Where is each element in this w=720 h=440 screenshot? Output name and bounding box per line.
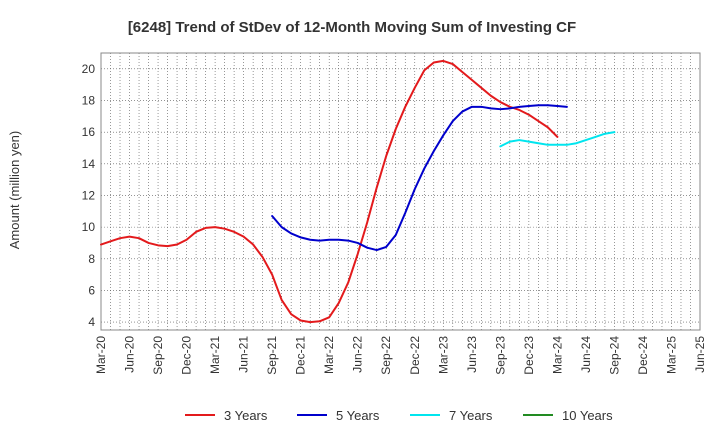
x-tick-label: Mar-21 <box>208 336 222 374</box>
x-tick-label: Mar-22 <box>322 336 336 374</box>
y-axis-label: Amount (million yen) <box>7 131 22 250</box>
x-tick-label: Jun-23 <box>465 336 479 373</box>
y-tick-label: 6 <box>88 283 95 297</box>
y-tick-label: 12 <box>82 188 96 202</box>
y-tick-label: 4 <box>88 315 95 329</box>
series-line-3-years <box>100 59 559 324</box>
y-tick-label: 8 <box>88 252 95 266</box>
series-line-5-years <box>271 104 568 252</box>
legend-label: 3 Years <box>224 408 268 423</box>
x-tick-label: Mar-25 <box>664 336 678 374</box>
plot-area <box>100 52 701 331</box>
x-tick-label: Dec-22 <box>408 336 422 375</box>
x-tick-label: Jun-25 <box>693 336 707 373</box>
x-tick-label: Dec-21 <box>294 336 308 375</box>
x-tick-label: Sep-21 <box>265 336 279 375</box>
x-tick-label: Dec-24 <box>636 336 650 375</box>
x-tick-label: Sep-23 <box>493 336 507 375</box>
x-tick-label: Mar-23 <box>436 336 450 374</box>
y-tick-label: 10 <box>82 220 96 234</box>
x-tick-label: Jun-24 <box>579 336 593 373</box>
series-line-7-years <box>499 131 616 148</box>
y-tick-label: 18 <box>82 93 96 107</box>
x-tick-label: Dec-23 <box>522 336 536 375</box>
plot-frame <box>100 52 701 331</box>
x-tick-label: Sep-22 <box>379 336 393 375</box>
x-tick-label: Mar-20 <box>94 336 108 374</box>
legend-label: 7 Years <box>449 408 493 423</box>
legend-label: 5 Years <box>336 408 380 423</box>
legend: 3 Years 5 Years 7 Years 10 Years <box>185 408 613 423</box>
plot-background <box>101 53 700 330</box>
x-axis-ticks: Mar-20 Jun-20 Sep-20 Dec-20 Mar-21 Jun-21 Sep-… <box>94 336 707 375</box>
x-tick-label: Sep-24 <box>607 336 621 375</box>
y-tick-label: 20 <box>82 62 96 76</box>
legend-label: 10 Years <box>562 408 613 423</box>
x-tick-label: Mar-24 <box>550 336 564 374</box>
x-tick-label: Sep-20 <box>151 336 165 375</box>
y-tick-label: 16 <box>82 125 96 139</box>
x-tick-label: Jun-21 <box>237 336 251 373</box>
grid <box>101 53 700 330</box>
y-axis-ticks: 4 6 8 10 12 14 16 18 20 <box>82 62 96 329</box>
x-tick-label: Jun-22 <box>351 336 365 373</box>
x-tick-label: Dec-20 <box>180 336 194 375</box>
chart-title: [6248] Trend of StDev of 12-Month Moving… <box>128 19 576 36</box>
y-tick-label: 14 <box>82 157 96 171</box>
x-tick-label: Jun-20 <box>123 336 137 373</box>
series-layer <box>100 59 616 324</box>
